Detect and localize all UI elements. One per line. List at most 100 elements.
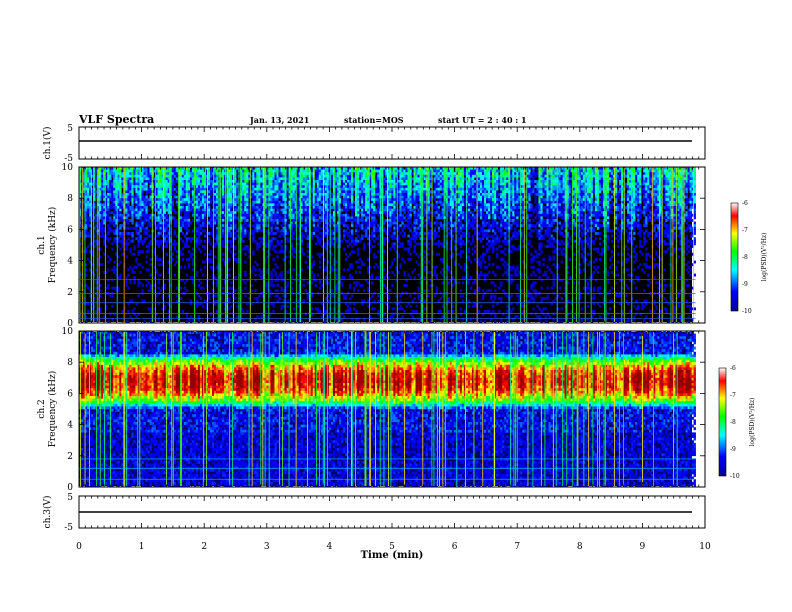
- spectrogram-cell: [311, 196, 313, 199]
- spectrogram-cell: [258, 268, 260, 271]
- spectrogram-cell: [345, 183, 347, 186]
- spectrogram-cell: [188, 196, 190, 199]
- spectrogram-cell: [200, 188, 202, 191]
- spectrogram-cell: [399, 196, 401, 199]
- spectrogram-cell: [164, 170, 166, 173]
- spectrogram-cell: [391, 203, 393, 206]
- spectrogram-cell: [133, 177, 135, 180]
- spectrogram-cell: [305, 216, 307, 219]
- spectrogram-cell: [281, 248, 283, 251]
- spectrogram-cell: [349, 183, 351, 186]
- spectrogram-cell: [297, 180, 299, 183]
- spectrogram-cell: [359, 175, 361, 178]
- spectrogram-cell: [343, 170, 345, 173]
- spectrogram-cell: [391, 198, 393, 201]
- spectrogram-cell: [389, 248, 391, 251]
- spectrogram-cell: [363, 263, 365, 266]
- spectrogram-cell: [119, 190, 121, 193]
- spectrogram-cell: [399, 172, 401, 175]
- spectrogram-cell: [198, 224, 200, 227]
- spectrogram-cell: [113, 190, 115, 193]
- spectrogram-cell: [321, 180, 323, 183]
- spectrogram-cell: [113, 229, 115, 232]
- spectrogram-cell: [341, 313, 343, 316]
- spectrogram-cell: [357, 240, 359, 243]
- spectrogram-cell: [391, 196, 393, 199]
- spectrogram-cell: [139, 209, 141, 212]
- spectrogram-cell: [172, 258, 174, 261]
- spectrogram-cell: [313, 203, 315, 206]
- spectrogram-cell: [135, 216, 137, 219]
- spectrogram-cell: [272, 201, 274, 204]
- spectrogram-cell: [190, 198, 192, 201]
- spectrogram-cell: [393, 248, 395, 251]
- spectrogram-cell: [313, 227, 315, 230]
- spectrogram-cell: [146, 284, 148, 287]
- spectrogram-cell: [319, 190, 321, 193]
- spectrogram-cell: [208, 196, 210, 199]
- spectrogram-cell: [148, 170, 150, 173]
- spectrogram-cell: [331, 172, 333, 175]
- spectrogram-cell: [182, 216, 184, 219]
- spectrogram-cell: [323, 307, 325, 310]
- spectrogram-cell: [190, 240, 192, 243]
- spectrogram-cell: [272, 310, 274, 313]
- spectrogram-cell: [141, 300, 143, 303]
- spectrogram-cell: [313, 232, 315, 235]
- spectrogram-cell: [307, 172, 309, 175]
- spectrogram-cell: [164, 198, 166, 201]
- spectrogram-cell: [246, 196, 248, 199]
- spectrogram-cell: [214, 201, 216, 204]
- spectrogram-cell: [399, 203, 401, 206]
- spectrogram-cell: [230, 198, 232, 201]
- spectrogram-cell: [283, 209, 285, 212]
- spectrogram-cell: [188, 258, 190, 261]
- spectrogram-cell: [160, 227, 162, 230]
- spectrogram-cell: [158, 206, 160, 209]
- spectrogram-cell: [373, 203, 375, 206]
- spectrogram-cell: [317, 183, 319, 186]
- spectrogram-cell: [401, 185, 403, 188]
- spectrogram-cell: [212, 203, 214, 206]
- spectrogram-cell: [319, 183, 321, 186]
- spectrogram-cell: [222, 287, 224, 290]
- spectrogram-cell: [383, 193, 385, 196]
- spectrogram-cell: [301, 196, 303, 199]
- spectrogram-cell: [121, 242, 123, 245]
- spectrogram-cell: [357, 196, 359, 199]
- spectrogram-cell: [125, 185, 127, 188]
- spectrogram-cell: [371, 232, 373, 235]
- spectrogram-cell: [307, 214, 309, 217]
- spectrogram-cell: [222, 253, 224, 256]
- spectrogram-cell: [234, 206, 236, 209]
- spectrogram-cell: [281, 211, 283, 214]
- spectrogram-cell: [236, 180, 238, 183]
- spectrogram-cell: [184, 216, 186, 219]
- spectrogram-cell: [246, 175, 248, 178]
- spectrogram-cell: [297, 177, 299, 180]
- spectrogram-cell: [119, 170, 121, 173]
- spectrogram-cell: [341, 180, 343, 183]
- spectrogram-cell: [258, 172, 260, 175]
- spectrogram-cell: [85, 183, 87, 186]
- spectrogram-cell: [256, 172, 258, 175]
- spectrogram-cell: [228, 274, 230, 277]
- spectrogram-cell: [341, 222, 343, 225]
- spectrogram-cell: [389, 201, 391, 204]
- spectrogram-cell: [214, 190, 216, 193]
- spectrogram-cell: [182, 219, 184, 222]
- spectrogram-cell: [377, 313, 379, 316]
- spectrogram-cell: [293, 177, 295, 180]
- spectrogram-cell: [274, 193, 276, 196]
- spectrogram-cell: [283, 222, 285, 225]
- spectrogram-cell: [375, 263, 377, 266]
- spectrogram-cell: [166, 193, 168, 196]
- spectrogram-cell: [228, 201, 230, 204]
- spectrogram-cell: [184, 198, 186, 201]
- spectrogram-cell: [391, 284, 393, 287]
- spectrogram-cell: [125, 188, 127, 191]
- spectrogram-cell: [186, 188, 188, 191]
- spectrogram-cell: [133, 196, 135, 199]
- spectrogram-cell: [198, 284, 200, 287]
- spectrogram-cell: [397, 193, 399, 196]
